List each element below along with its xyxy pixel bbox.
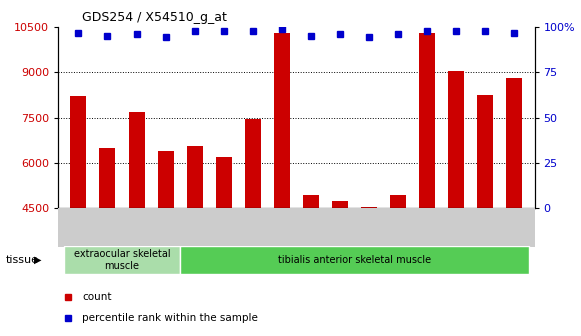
Bar — [390, 195, 406, 208]
Bar — [245, 119, 261, 208]
Bar — [448, 71, 464, 208]
Bar — [274, 33, 290, 208]
Bar — [477, 95, 493, 208]
Bar — [187, 146, 203, 208]
Bar — [506, 78, 522, 208]
Text: tibialis anterior skeletal muscle: tibialis anterior skeletal muscle — [278, 255, 431, 265]
Text: count: count — [82, 292, 112, 301]
Text: extraocular skeletal
muscle: extraocular skeletal muscle — [74, 249, 170, 271]
Bar — [128, 112, 145, 208]
Bar — [216, 157, 232, 208]
Text: tissue: tissue — [6, 255, 39, 265]
Text: ▶: ▶ — [34, 255, 41, 265]
Text: GDS254 / X54510_g_at: GDS254 / X54510_g_at — [82, 11, 227, 24]
Bar — [361, 207, 377, 208]
Bar — [99, 148, 116, 208]
Bar — [70, 96, 87, 208]
Bar — [419, 33, 435, 208]
Text: percentile rank within the sample: percentile rank within the sample — [82, 313, 258, 323]
Bar — [332, 201, 348, 208]
Bar — [157, 151, 174, 208]
Bar — [180, 246, 529, 274]
Bar — [303, 195, 319, 208]
Bar — [64, 246, 180, 274]
